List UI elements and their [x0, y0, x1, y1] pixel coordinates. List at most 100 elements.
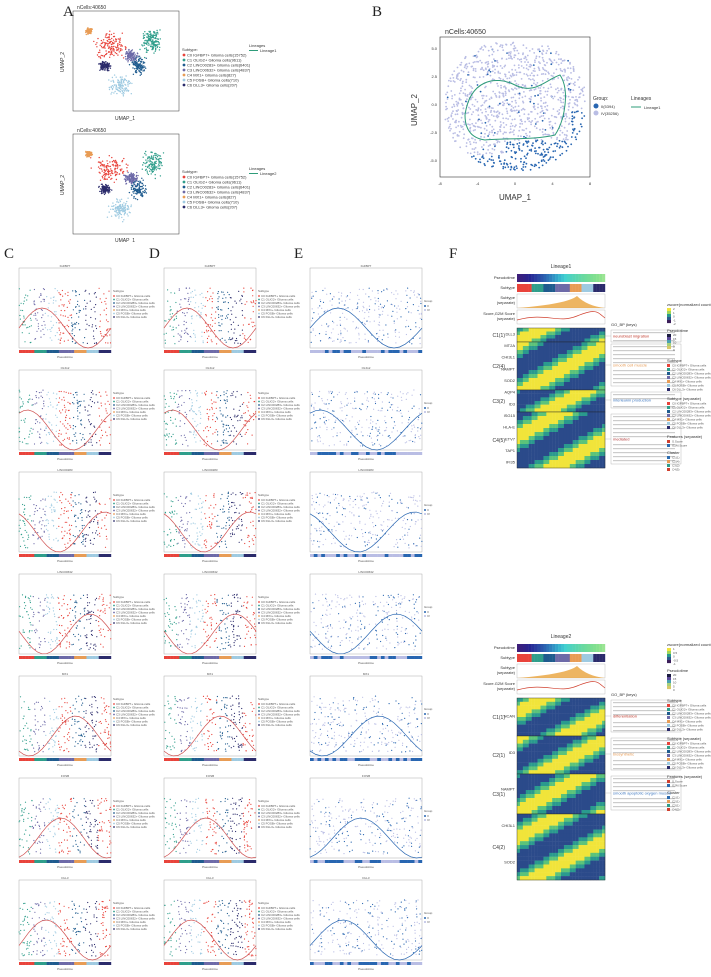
legend-entry: II: [427, 304, 429, 308]
x-tick: 4: [551, 181, 554, 186]
legend-entry: C3(1): [672, 804, 680, 808]
legend-entry: C5 FOSB+ Glioma cells: [261, 720, 293, 724]
legend-entry: C4 MX1+ Glioma cells: [116, 614, 146, 618]
legend-entry: C6 DLL3+ Glioma cells: [116, 519, 147, 523]
legend-entry: II: [427, 406, 429, 410]
legend-title: Subtype: [258, 697, 269, 701]
heatmap-title: Lineage1: [551, 264, 572, 270]
legend-entry: C0 IGFBP7+ Glioma cells: [261, 702, 296, 706]
legend-entry: S.Score: [672, 780, 683, 784]
legend-entry: C4 MX1+ Glioma cells: [672, 758, 702, 762]
gene-row-label: ISG15: [504, 413, 516, 418]
legend-entry: C0 IGFBP7+ Glioma cells: [116, 600, 151, 604]
legend-entry: C5 FOSB+ Glioma cells: [672, 724, 704, 728]
legend-entry: C3 LINC00632+ Glioma cells: [116, 407, 155, 411]
legend-entry: G2M.Score: [672, 444, 688, 448]
go-title: GO_BP (keys): [611, 322, 637, 327]
legend-entry: C0 IGFBP7+ Glioma cells: [116, 294, 151, 298]
annotation-row-label: Subtype: [500, 285, 515, 290]
legend-title: Cluster: [667, 450, 680, 455]
legend-entry: IV: [427, 410, 430, 414]
gene-row-label: ETV7: [505, 436, 516, 441]
legend-group-iv: IV(35256): [601, 111, 619, 116]
legend-entry: C5 FOSB+ Glioma cells: [116, 618, 148, 622]
legend-swatch-ii: [593, 103, 599, 109]
legend-entry: S.Score: [672, 440, 683, 444]
legend-entry: II: [427, 610, 429, 614]
legend-entry: C1 OLIG2+ Glioma cells: [116, 502, 149, 506]
gene-title: OLIG2: [206, 366, 215, 370]
legend-entry: C3 LINC00632+ Glioma cells: [261, 407, 300, 411]
legend-entry: C2(1): [672, 800, 680, 804]
legend-entry: C4 MX1+ Glioma cells: [261, 716, 291, 720]
legend-entry: C4 MX1+ Glioma cells: [261, 614, 291, 618]
panel-b-umap-group: nCells:40650 -8 -4 0 4 8 5.0 2.5 0.0 -2.5 -5.0 UM…: [410, 29, 661, 202]
legend-title: Subtype: [258, 289, 269, 293]
legend-entry: C6 DLL3+ Glioma cells: [116, 315, 147, 319]
gene-row-label: CHI3L1: [501, 355, 515, 360]
legend-title: Group: [424, 503, 433, 507]
legend-entry: II: [427, 916, 429, 920]
y-tick: 2.5: [431, 74, 437, 79]
annotation-row-label: Subtype: [500, 655, 515, 660]
legend-title: Subtype: [113, 901, 124, 905]
legend-tick: -1: [673, 318, 676, 322]
pseudotime-axis-label: Pseudotime: [358, 559, 374, 563]
gene-row-label: AQP4: [504, 390, 515, 395]
pseudotime-axis-label: Pseudotime: [202, 457, 218, 461]
legend-entry: C1 OLIG2+ Glioma cells: [116, 706, 149, 710]
legend-entry: C4(5): [672, 468, 680, 472]
legend-entry: C5 FOSB+ Glioma cells(710): [187, 77, 239, 82]
go-term: differentiation: [613, 714, 637, 719]
legend-entry: C4 MX1+ Glioma cells: [116, 716, 146, 720]
legend-entry: C2 LINC00283+ Glioma cells: [672, 750, 711, 754]
legend-tick: 10: [673, 341, 677, 345]
legend-entry: C1 OLIG2+ Glioma cells: [261, 298, 294, 302]
ncells-label: nCells:40650: [77, 5, 106, 11]
pseudotime-axis-label: Pseudotime: [202, 661, 218, 665]
legend-entry: II: [427, 814, 429, 818]
legend-entry: C1 OLIG2+ Glioma cells: [261, 808, 294, 812]
legend-entry: C1 OLIG2+ Glioma cells: [116, 808, 149, 812]
legend-entry: C2 LINC00283+ Glioma cells: [261, 811, 300, 815]
legend-entry: C1 OLIG2+ Glioma cells: [261, 502, 294, 506]
legend-entry: C2 LINC00283+ Glioma cells: [116, 607, 155, 611]
legend-entry: IV: [427, 716, 430, 720]
legend-entry: C2 LINC00283+ Glioma cells: [672, 712, 711, 716]
legend-entry: IV: [427, 308, 430, 312]
legend-entry: C6 DLL3+ Glioma cells: [672, 766, 703, 770]
legend-tick: 2: [673, 307, 675, 311]
gene-title: DLL3: [362, 876, 370, 880]
legend-entry: C4 MX1+ Glioma cells: [116, 818, 146, 822]
y-tick: -5.0: [430, 158, 438, 163]
legend-title: Pseudotime: [667, 668, 689, 673]
y-tick: 5.0: [431, 46, 437, 51]
legend-entry: C1 OLIG2+ Glioma cells: [261, 604, 294, 608]
legend-title: Subtype: [113, 391, 124, 395]
legend-title: zscore(normalized counts): [667, 302, 711, 307]
legend-entry: C0 IGFBP7+ Glioma cells: [116, 804, 151, 808]
legend-tick: 1: [673, 647, 675, 651]
gene-title: FOSB: [206, 774, 214, 778]
legend-entry: C0 IGFBP7+ Glioma cells: [261, 906, 296, 910]
legend-title: Subtype: [667, 358, 682, 363]
x-tick: 0: [514, 181, 517, 186]
legend-entry: C4 MX1+ Glioma cells: [261, 410, 291, 414]
go-term: interleukin production: [613, 398, 651, 403]
panel-label-c: C: [4, 246, 15, 262]
gene-title: LINC00283: [202, 468, 218, 472]
legend-entry: C0 IGFBP7+ Glioma cells: [672, 704, 707, 708]
legend-title: Pseudotime: [667, 328, 689, 333]
gene-row-label: SOD2: [504, 378, 516, 383]
legend-entry: C3 LINC00632+ Glioma cells: [261, 713, 300, 717]
ncells-label: nCells:40650: [77, 128, 106, 134]
legend-tick: -1: [673, 662, 676, 666]
legend-entry: C3 LINC00632+ Glioma cells: [672, 754, 711, 758]
legend-tick: 0.5: [673, 651, 678, 655]
legend-entry: C1(1): [672, 796, 680, 800]
group-title: Group:: [593, 96, 608, 102]
cluster-label: C1(1): [492, 333, 505, 339]
